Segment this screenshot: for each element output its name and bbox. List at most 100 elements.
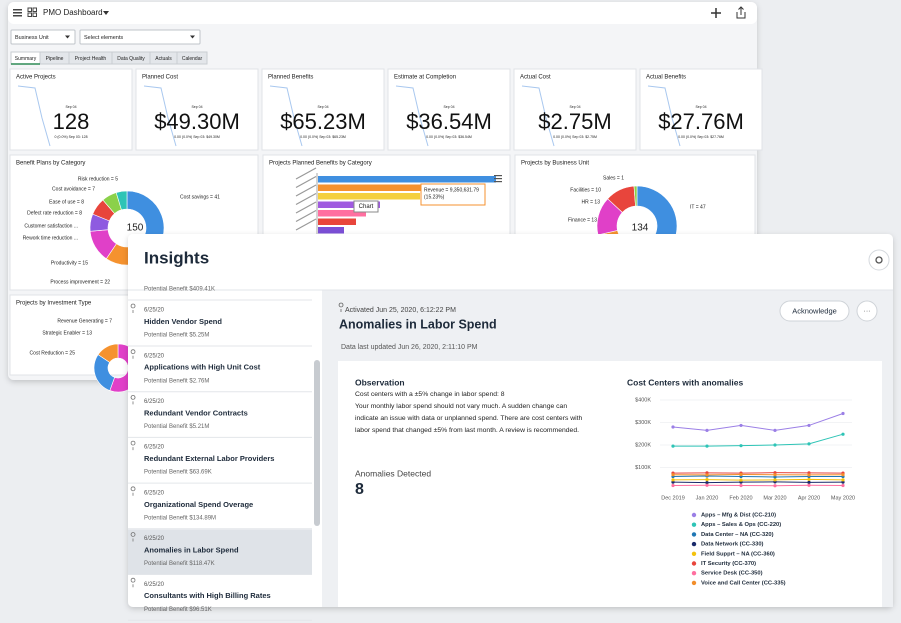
- grid-icon[interactable]: [27, 7, 37, 17]
- data-point[interactable]: [841, 411, 845, 416]
- donut-segment[interactable]: [115, 190, 128, 211]
- tab-label[interactable]: Calendar: [182, 56, 203, 62]
- tab-label[interactable]: Pipeline: [46, 56, 64, 62]
- data-point[interactable]: [807, 423, 811, 428]
- data-point[interactable]: [671, 480, 675, 484]
- tab-label[interactable]: Data Quality: [117, 56, 145, 62]
- more-label[interactable]: ···: [864, 308, 871, 315]
- data-point[interactable]: [705, 473, 709, 477]
- tab-label[interactable]: Actuals: [155, 56, 172, 62]
- list-title[interactable]: Anomalies in Labor Spend: [144, 545, 239, 554]
- legend-marker[interactable]: [691, 571, 697, 576]
- data-point[interactable]: [671, 425, 675, 429]
- bar[interactable]: [318, 210, 366, 217]
- donut-segment[interactable]: [633, 185, 638, 207]
- data-point[interactable]: [807, 480, 811, 484]
- data-point[interactable]: [705, 480, 709, 485]
- list-title[interactable]: Consultants with High Billing Rates: [144, 591, 271, 600]
- donut-segment[interactable]: [97, 343, 119, 363]
- data-point[interactable]: [841, 473, 845, 477]
- dropdown[interactable]: [10, 29, 76, 45]
- data-point[interactable]: [739, 478, 743, 482]
- data-point[interactable]: [807, 473, 811, 477]
- data-point[interactable]: [841, 480, 845, 484]
- acknowledge-button[interactable]: [779, 300, 850, 322]
- legend-label[interactable]: IT Security (CC-370): [701, 561, 756, 567]
- menu-icon[interactable]: [13, 9, 22, 17]
- data-point[interactable]: [739, 423, 743, 428]
- data-point[interactable]: [841, 483, 845, 488]
- data-point[interactable]: [705, 478, 709, 482]
- data-point[interactable]: [841, 432, 845, 436]
- tooltip: [420, 183, 486, 206]
- legend-label[interactable]: Voice and Call Center (CC-335): [701, 580, 786, 586]
- data-point[interactable]: [807, 483, 811, 487]
- bar[interactable]: [318, 193, 420, 200]
- data-point[interactable]: [739, 472, 743, 477]
- tab[interactable]: [176, 51, 208, 65]
- legend-label[interactable]: Apps – Sales & Ops (CC-220): [701, 522, 781, 528]
- chart-menu[interactable]: [494, 175, 502, 183]
- list-title[interactable]: Redundant Vendor Contracts: [144, 408, 248, 417]
- kpi-label: Planned Cost: [142, 75, 178, 81]
- data-point[interactable]: [671, 473, 675, 477]
- more-button[interactable]: [856, 300, 878, 322]
- donut-label: Sales = 1: [603, 175, 624, 181]
- dropdown[interactable]: [79, 29, 201, 45]
- data-point[interactable]: [739, 444, 743, 448]
- legend-label[interactable]: Data Network (CC-330): [701, 542, 764, 548]
- legend-label[interactable]: Apps – Mfg & Dist (CC-210): [701, 513, 776, 519]
- data-point[interactable]: [773, 475, 777, 479]
- data-point[interactable]: [705, 444, 709, 448]
- acknowledge-label[interactable]: Acknowledge: [792, 306, 837, 315]
- data-point[interactable]: [671, 483, 675, 488]
- legend-marker[interactable]: [691, 541, 697, 547]
- share-icon[interactable]: [736, 6, 746, 19]
- dashboard-header: [8, 2, 757, 24]
- data-point[interactable]: [671, 478, 675, 482]
- legend-label[interactable]: Field Supprt – NA (CC-360): [701, 551, 775, 557]
- data-point[interactable]: [841, 478, 845, 482]
- tab-label[interactable]: Project Health: [75, 56, 107, 62]
- legend-marker[interactable]: [691, 561, 697, 566]
- title-caret[interactable]: [103, 11, 109, 15]
- data-point[interactable]: [773, 478, 777, 482]
- list-item-selected[interactable]: [128, 529, 312, 575]
- settings-icon[interactable]: [868, 249, 890, 271]
- bar[interactable]: [318, 218, 356, 226]
- data-point[interactable]: [773, 473, 777, 477]
- legend-label[interactable]: Service Desk (CC-350): [701, 571, 763, 577]
- donut-label: Ease of use = 8: [49, 199, 84, 205]
- bar[interactable]: [318, 227, 344, 234]
- data-point[interactable]: [773, 428, 777, 432]
- data-point[interactable]: [773, 484, 777, 488]
- dashboard-title[interactable]: PMO Dashboard: [43, 8, 103, 17]
- legend-label[interactable]: Data Center – NA (CC-320): [701, 532, 774, 538]
- data-point[interactable]: [671, 444, 675, 448]
- add-icon[interactable]: [711, 8, 721, 18]
- scrollbar[interactable]: [314, 360, 320, 526]
- bar[interactable]: [318, 184, 458, 192]
- data-point[interactable]: [807, 477, 811, 482]
- bar[interactable]: [318, 201, 380, 209]
- legend-marker[interactable]: [691, 512, 697, 518]
- dropdown-label[interactable]: Select elements: [84, 35, 123, 41]
- kpi-sub: 0.00 (0.0%) Sep 03: $49.30M: [174, 135, 220, 139]
- data-point[interactable]: [705, 483, 709, 487]
- list-title[interactable]: Redundant External Labor Providers: [144, 454, 274, 463]
- data-point[interactable]: [739, 483, 743, 488]
- legend-marker[interactable]: [691, 522, 697, 527]
- data-point[interactable]: [705, 428, 709, 432]
- list-title[interactable]: Hidden Vendor Spend: [144, 317, 222, 326]
- legend-marker[interactable]: [691, 580, 697, 586]
- bar[interactable]: [318, 176, 496, 183]
- legend-marker[interactable]: [691, 532, 697, 537]
- dropdown-label[interactable]: Business Unit: [15, 35, 49, 41]
- list-title[interactable]: Organizational Spend Overage: [144, 500, 253, 509]
- data-point[interactable]: [773, 443, 777, 447]
- list-title[interactable]: Applications with High Unit Cost: [144, 363, 261, 372]
- legend-marker[interactable]: [691, 551, 697, 556]
- detail-title: Anomalies in Labor Spend: [339, 317, 497, 331]
- tab-label[interactable]: Summary: [15, 56, 37, 62]
- data-point[interactable]: [807, 442, 811, 446]
